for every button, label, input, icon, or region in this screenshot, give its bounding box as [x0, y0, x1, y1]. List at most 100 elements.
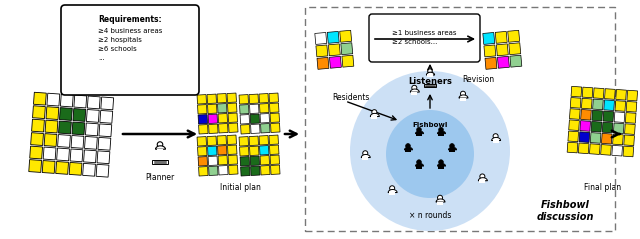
- Circle shape: [417, 127, 421, 132]
- Bar: [69, 163, 82, 175]
- Bar: [612, 145, 623, 156]
- Bar: [623, 146, 634, 157]
- Bar: [604, 100, 614, 110]
- Bar: [33, 106, 45, 119]
- Bar: [508, 30, 520, 42]
- Bar: [438, 133, 444, 136]
- Bar: [259, 136, 268, 145]
- Circle shape: [417, 160, 421, 164]
- Bar: [316, 45, 328, 57]
- Bar: [83, 163, 95, 176]
- Bar: [45, 120, 58, 133]
- Bar: [449, 149, 455, 152]
- Bar: [571, 86, 582, 97]
- Bar: [97, 151, 110, 164]
- Bar: [269, 93, 278, 103]
- Bar: [328, 44, 340, 56]
- Bar: [259, 93, 268, 103]
- Bar: [460, 98, 466, 101]
- Bar: [428, 75, 433, 77]
- Bar: [31, 119, 44, 132]
- Bar: [29, 160, 42, 172]
- Bar: [227, 93, 236, 103]
- Bar: [305, 7, 615, 231]
- Bar: [251, 166, 260, 175]
- Bar: [31, 133, 44, 146]
- Bar: [33, 92, 46, 105]
- Bar: [497, 44, 508, 56]
- Bar: [270, 113, 280, 122]
- Bar: [580, 121, 591, 131]
- Bar: [625, 124, 636, 134]
- Bar: [198, 147, 207, 156]
- Bar: [260, 103, 269, 113]
- Bar: [44, 134, 57, 147]
- Bar: [340, 30, 351, 42]
- Bar: [250, 156, 260, 166]
- Bar: [208, 114, 218, 124]
- Bar: [483, 33, 495, 44]
- Bar: [614, 112, 625, 122]
- Bar: [570, 109, 580, 119]
- Bar: [416, 166, 422, 168]
- Bar: [260, 166, 270, 175]
- Bar: [416, 133, 422, 136]
- Bar: [217, 93, 227, 103]
- Bar: [479, 180, 486, 183]
- Bar: [219, 124, 228, 133]
- Bar: [591, 121, 602, 132]
- Bar: [438, 166, 444, 168]
- Bar: [207, 136, 216, 146]
- Bar: [485, 57, 497, 69]
- Circle shape: [406, 144, 410, 148]
- Bar: [251, 124, 260, 134]
- Bar: [241, 125, 250, 134]
- Bar: [73, 109, 86, 121]
- Bar: [227, 103, 237, 113]
- Bar: [218, 146, 227, 155]
- Bar: [437, 201, 443, 205]
- Bar: [603, 111, 614, 122]
- Bar: [43, 147, 56, 160]
- Bar: [70, 149, 83, 162]
- Bar: [249, 94, 259, 103]
- FancyBboxPatch shape: [369, 14, 480, 62]
- Bar: [239, 137, 248, 146]
- Bar: [240, 114, 250, 124]
- Text: Planner: Planner: [145, 173, 175, 181]
- Bar: [270, 155, 280, 164]
- Text: ≥1 business areas
≥2 schools...: ≥1 business areas ≥2 schools...: [392, 29, 456, 44]
- Bar: [227, 145, 237, 154]
- Bar: [240, 157, 250, 166]
- Bar: [271, 165, 280, 174]
- Bar: [627, 90, 637, 101]
- Bar: [327, 31, 339, 43]
- Bar: [342, 55, 354, 67]
- Bar: [84, 150, 97, 163]
- Bar: [219, 166, 228, 175]
- Bar: [580, 109, 591, 120]
- Bar: [341, 43, 353, 55]
- Text: Revision: Revision: [462, 75, 494, 83]
- Bar: [56, 162, 68, 174]
- Bar: [227, 135, 236, 145]
- Circle shape: [412, 85, 417, 90]
- Bar: [592, 110, 602, 121]
- Bar: [260, 146, 269, 155]
- Bar: [239, 95, 248, 104]
- Bar: [86, 123, 99, 136]
- Bar: [209, 124, 218, 134]
- Bar: [84, 136, 97, 149]
- Bar: [424, 84, 436, 87]
- FancyBboxPatch shape: [61, 5, 199, 95]
- Bar: [260, 124, 270, 133]
- Circle shape: [450, 144, 454, 148]
- Bar: [269, 145, 279, 154]
- Bar: [602, 122, 613, 133]
- Bar: [593, 88, 604, 98]
- Bar: [269, 135, 278, 145]
- Bar: [579, 143, 589, 154]
- Bar: [613, 123, 624, 134]
- Circle shape: [438, 195, 443, 200]
- Bar: [260, 114, 269, 123]
